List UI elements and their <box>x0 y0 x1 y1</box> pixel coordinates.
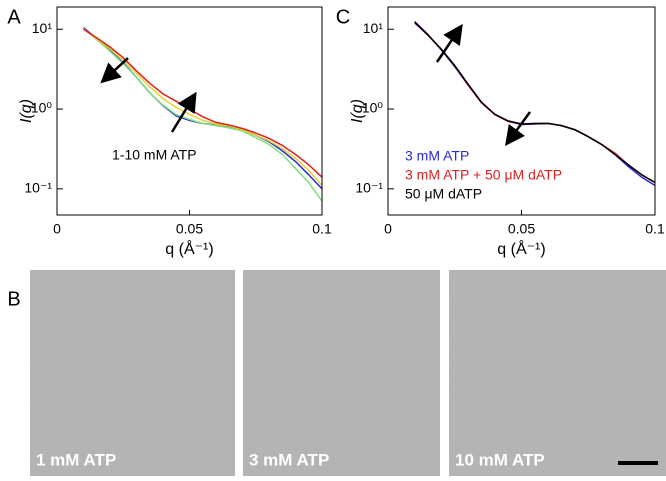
data-line <box>83 28 323 178</box>
y-tick-label: 10⁰ <box>31 100 53 116</box>
x-tick-label: 0 <box>384 221 392 237</box>
arrow <box>170 91 197 133</box>
data-line <box>83 28 323 187</box>
micrograph-label: 3 mM ATP <box>249 450 329 469</box>
plot-frame <box>387 6 656 216</box>
data-line <box>414 21 656 184</box>
y-tick-label: 10¹ <box>363 20 384 36</box>
arrow <box>505 111 532 147</box>
micrograph-texture <box>243 270 440 476</box>
x-tick-label: 0.05 <box>508 221 535 237</box>
x-axis-label: q (Å⁻¹) <box>497 239 545 258</box>
arrow <box>100 57 129 84</box>
micrograph-texture <box>449 270 666 476</box>
y-axis-label: I(q) <box>349 99 366 123</box>
annotation-arrows <box>100 23 532 147</box>
panel-label: C <box>336 6 350 28</box>
micrograph-label: 1 mM ATP <box>36 450 116 469</box>
x-tick-label: 0.1 <box>645 221 665 237</box>
panel-label: A <box>7 6 21 28</box>
micrograph-texture <box>30 270 235 476</box>
x-tick-label: 0 <box>53 221 61 237</box>
y-tick-label: 10⁰ <box>362 100 384 116</box>
data-line <box>83 26 323 190</box>
arrow <box>435 23 463 63</box>
y-tick-label: 10¹ <box>32 20 53 36</box>
annotation: 1-10 mM ATP <box>112 147 197 163</box>
legend-entry: 3 mM ATP + 50 μM dATP <box>405 167 562 183</box>
legend-entry: 3 mM ATP <box>405 148 469 164</box>
legend-entry: 50 μM dATP <box>405 186 482 202</box>
panel-label: B <box>7 288 20 310</box>
plot-frame <box>56 6 323 216</box>
x-tick-label: 0.05 <box>176 221 203 237</box>
micrograph-label: 10 mM ATP <box>455 450 545 469</box>
y-tick-label: 10⁻¹ <box>355 180 383 196</box>
y-tick-label: 10⁻¹ <box>24 180 52 196</box>
x-axis-label: q (Å⁻¹) <box>165 239 213 258</box>
y-axis-label: I(q) <box>18 99 35 123</box>
x-tick-label: 0.1 <box>312 221 332 237</box>
